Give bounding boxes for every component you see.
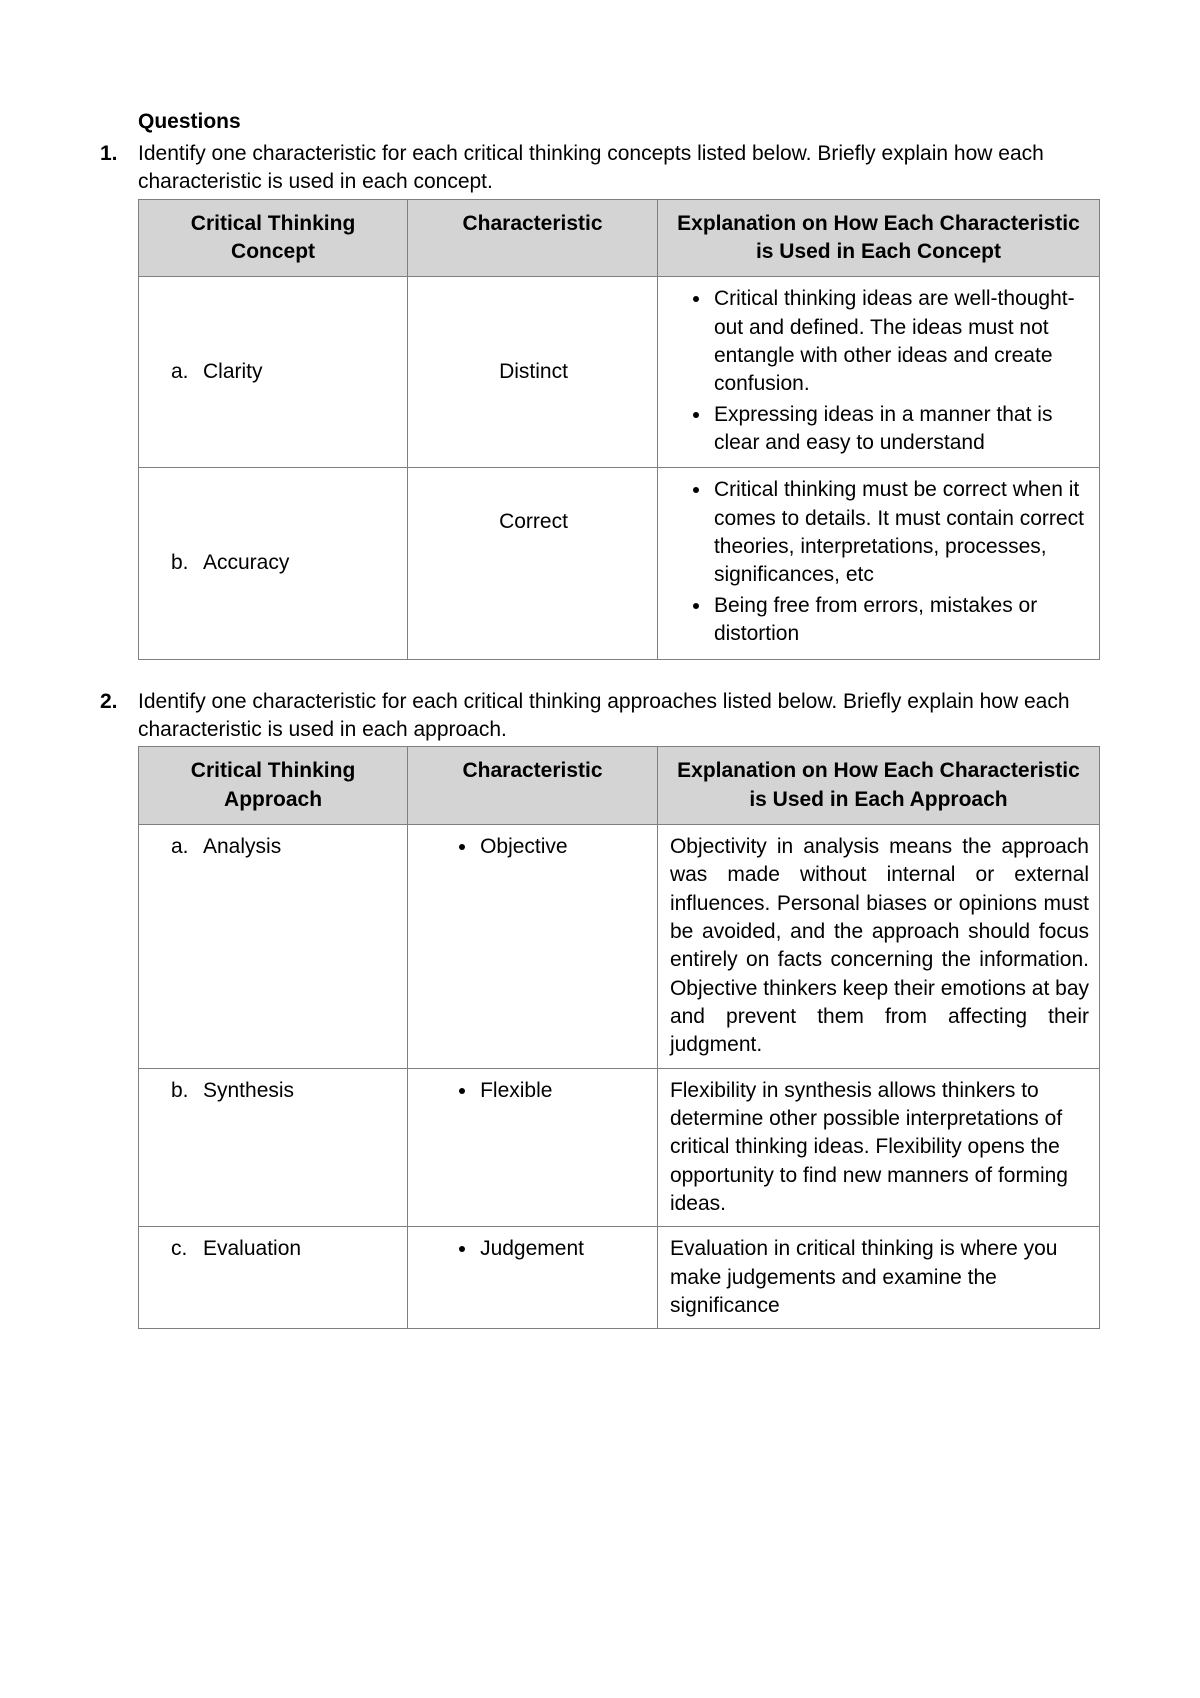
characteristic-list: Judgement [420, 1235, 647, 1263]
question-2-prompt: 2. Identify one characteristic for each … [100, 688, 1100, 745]
table-row: b. Accuracy Correct Critical thinking mu… [139, 468, 1100, 659]
characteristic-bullet: Judgement [478, 1235, 647, 1263]
characteristic-bullet: Flexible [478, 1077, 647, 1105]
table-concepts-header-row: Critical Thinking Concept Characteristic… [139, 199, 1100, 277]
header-characteristic: Characteristic [408, 747, 658, 825]
table-row: a. Analysis Objective Objectivity in ana… [139, 824, 1100, 1068]
question-1: 1. Identify one characteristic for each … [100, 140, 1100, 660]
row-concept-label: Accuracy [203, 549, 397, 577]
question-1-number: 1. [100, 140, 138, 168]
cell-approach: c. Evaluation [139, 1227, 408, 1329]
document-page: Questions 1. Identify one characteristic… [0, 0, 1200, 1698]
question-1-prompt: 1. Identify one characteristic for each … [100, 140, 1100, 197]
row-approach-label: Analysis [203, 833, 397, 861]
row-letter: a. [171, 833, 203, 861]
cell-explanation: Flexibility in synthesis allows thinkers… [657, 1068, 1099, 1227]
cell-characteristic: Objective [408, 824, 658, 1068]
questions-heading: Questions [138, 110, 1100, 134]
cell-characteristic: Correct [408, 468, 658, 659]
cell-explanation: Objectivity in analysis means the approa… [657, 824, 1099, 1068]
row-concept-label: Clarity [203, 358, 397, 386]
question-2-number: 2. [100, 688, 138, 716]
cell-approach: b. Synthesis [139, 1068, 408, 1227]
explanation-bullet: Critical thinking must be correct when i… [712, 476, 1089, 589]
cell-explanation: Evaluation in critical thinking is where… [657, 1227, 1099, 1329]
cell-explanation: Critical thinking must be correct when i… [657, 468, 1099, 659]
table-approaches-header-row: Critical Thinking Approach Characteristi… [139, 747, 1100, 825]
question-2-text: Identify one characteristic for each cri… [138, 688, 1100, 745]
characteristic-list: Objective [420, 833, 647, 861]
row-letter: c. [171, 1235, 203, 1263]
cell-concept: b. Accuracy [139, 468, 408, 659]
header-concept: Critical Thinking Concept [139, 199, 408, 277]
table-approaches: Critical Thinking Approach Characteristi… [138, 746, 1100, 1329]
row-approach-label: Evaluation [203, 1235, 397, 1263]
header-explanation: Explanation on How Each Characteristic i… [657, 199, 1099, 277]
table-row: b. Synthesis Flexible Flexibility in syn… [139, 1068, 1100, 1227]
explanation-list: Critical thinking ideas are well-thought… [670, 285, 1089, 457]
table-row: a. Clarity Distinct Critical thinking id… [139, 277, 1100, 468]
row-approach-label: Synthesis [203, 1077, 397, 1105]
row-letter: b. [171, 549, 203, 577]
row-letter: b. [171, 1077, 203, 1105]
table-concepts: Critical Thinking Concept Characteristic… [138, 199, 1100, 660]
characteristic-bullet: Objective [478, 833, 647, 861]
explanation-bullet: Critical thinking ideas are well-thought… [712, 285, 1089, 398]
question-1-text: Identify one characteristic for each cri… [138, 140, 1100, 197]
cell-approach: a. Analysis [139, 824, 408, 1068]
cell-characteristic: Judgement [408, 1227, 658, 1329]
cell-characteristic: Distinct [408, 277, 658, 468]
header-explanation: Explanation on How Each Characteristic i… [657, 747, 1099, 825]
explanation-list: Critical thinking must be correct when i… [670, 476, 1089, 648]
cell-characteristic: Flexible [408, 1068, 658, 1227]
header-characteristic: Characteristic [408, 199, 658, 277]
explanation-bullet: Being free from errors, mistakes or dist… [712, 592, 1089, 649]
explanation-bullet: Expressing ideas in a manner that is cle… [712, 401, 1089, 458]
characteristic-list: Flexible [420, 1077, 647, 1105]
cell-concept: a. Clarity [139, 277, 408, 468]
row-letter: a. [171, 358, 203, 386]
table-row: c. Evaluation Judgement Evaluation in cr… [139, 1227, 1100, 1329]
cell-explanation: Critical thinking ideas are well-thought… [657, 277, 1099, 468]
header-approach: Critical Thinking Approach [139, 747, 408, 825]
question-2: 2. Identify one characteristic for each … [100, 688, 1100, 1330]
